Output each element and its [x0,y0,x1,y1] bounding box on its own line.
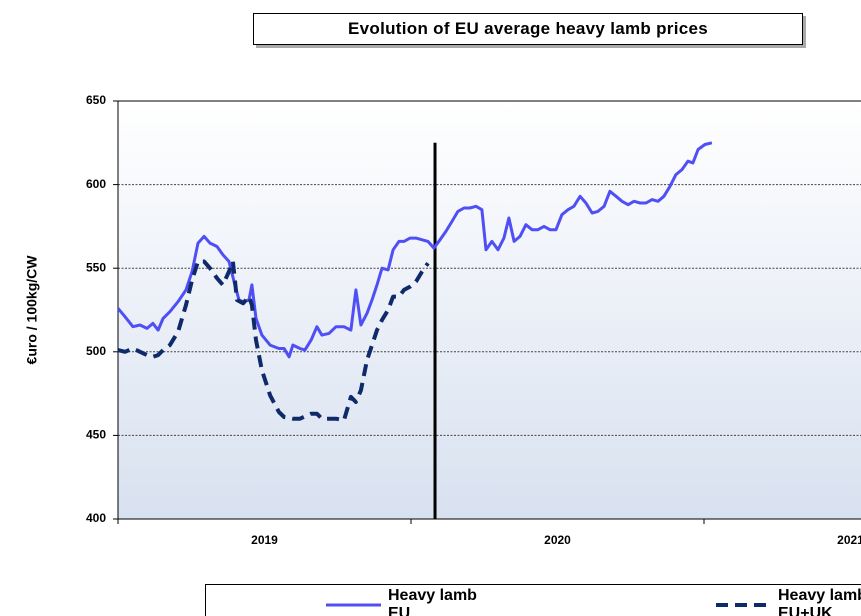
y-tick-label: 500 [86,344,106,358]
x-tick-label: 2020 [544,533,571,547]
series-line [117,259,430,423]
y-tick-label: 600 [86,177,106,191]
y-tick-label: 450 [86,428,106,442]
legend-swatches [326,603,771,607]
legend-label: Heavy lamb EU+UK [778,587,861,616]
x-tick-label: 2021 [837,533,861,547]
chart-title: Evolution of EU average heavy lamb price… [253,13,803,45]
legend: Heavy lamb EU Heavy lamb EU+UK [205,584,861,616]
series-line [116,141,713,359]
x-tick-label: 2019 [251,533,278,547]
y-tick-label: 550 [86,260,106,274]
y-tick-label: 650 [86,93,106,107]
y-tick-label: 400 [86,511,106,525]
plot-background [118,101,861,519]
y-axis-label: €uro / 100kg/CW [24,255,40,365]
legend-label: Heavy lamb EU [388,587,477,616]
